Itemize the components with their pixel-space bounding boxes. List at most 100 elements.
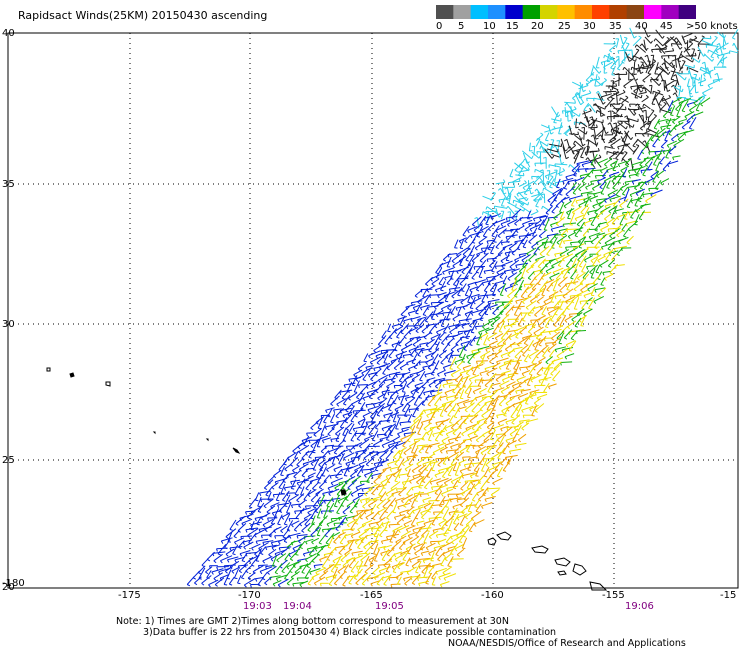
wind-barb xyxy=(292,548,296,552)
wind-vector xyxy=(643,27,649,38)
wind-barb xyxy=(504,252,507,256)
wind-vector xyxy=(518,263,528,272)
wind-barb xyxy=(542,355,546,358)
wind-barb xyxy=(651,109,655,112)
wind-vector xyxy=(592,274,601,284)
wind-vector xyxy=(369,356,381,363)
wind-barb xyxy=(393,367,397,371)
wind-vector xyxy=(643,103,651,110)
wind-barb xyxy=(505,421,508,425)
wind-barb xyxy=(284,505,288,507)
wind-vector xyxy=(262,518,274,526)
wind-vector xyxy=(517,433,527,441)
wind-vector xyxy=(401,381,408,392)
wind-vector xyxy=(505,418,516,423)
wind-vector xyxy=(648,110,655,118)
wind-vector xyxy=(270,553,281,560)
wind-barb xyxy=(530,320,532,324)
wind-barb xyxy=(416,445,419,449)
wind-vector xyxy=(587,209,598,213)
wind-vector xyxy=(264,522,276,531)
wind-barb xyxy=(518,308,522,310)
wind-vector xyxy=(459,515,466,525)
wind-vector xyxy=(338,546,346,554)
wind-barb xyxy=(322,457,326,460)
wind-vector xyxy=(430,389,443,393)
wind-barb xyxy=(600,284,604,286)
wind-vector xyxy=(596,209,606,218)
wind-barb xyxy=(419,307,423,311)
wind-vector xyxy=(479,310,487,320)
wind-vector xyxy=(576,330,587,332)
wind-vector xyxy=(482,229,489,237)
wind-barb xyxy=(347,487,351,491)
wind-barb xyxy=(445,433,449,437)
wind-vector xyxy=(576,289,589,296)
wind-vector xyxy=(370,452,380,458)
wind-vector xyxy=(280,546,291,555)
wind-vector xyxy=(592,65,600,74)
wind-barb xyxy=(395,391,399,395)
wind-vector xyxy=(454,445,462,453)
wind-vector xyxy=(447,352,453,362)
wind-barb xyxy=(581,181,585,184)
wind-barb xyxy=(626,206,631,209)
wind-vector xyxy=(374,533,380,543)
wind-vector xyxy=(572,148,584,152)
wind-barb xyxy=(326,523,330,527)
wind-barb xyxy=(656,134,660,138)
wind-barb xyxy=(365,463,369,467)
wind-barb xyxy=(307,512,311,515)
wind-vector xyxy=(324,424,336,428)
wind-vector xyxy=(431,570,438,579)
wind-barb xyxy=(480,356,483,360)
wind-barb xyxy=(645,164,649,167)
wind-barb xyxy=(358,384,360,389)
wind-barb xyxy=(584,169,587,173)
wind-vector xyxy=(559,315,567,326)
wind-vector xyxy=(278,480,285,488)
wind-barb xyxy=(218,571,221,575)
wind-barb xyxy=(480,229,484,233)
wind-barb xyxy=(417,354,421,357)
wind-barb xyxy=(460,343,463,347)
wind-vector xyxy=(530,211,539,216)
wind-barb xyxy=(721,53,725,56)
wind-vector xyxy=(444,515,455,525)
wind-barb xyxy=(223,565,226,569)
wind-vector xyxy=(571,81,583,88)
wind-barb xyxy=(364,552,369,555)
wind-barb xyxy=(465,294,469,297)
wind-barb xyxy=(409,480,412,484)
wind-vector xyxy=(424,293,431,304)
wind-barb xyxy=(508,248,512,251)
wind-barb xyxy=(298,451,302,455)
wind-barb xyxy=(418,470,422,474)
wind-vector xyxy=(411,425,416,434)
wind-barb xyxy=(555,259,559,262)
wind-vector xyxy=(296,534,308,537)
wind-barb xyxy=(455,494,459,498)
wind-barb xyxy=(494,354,499,358)
wind-barb xyxy=(576,224,580,227)
wind-vector xyxy=(609,195,621,200)
wind-barb xyxy=(304,505,307,510)
wind-vector xyxy=(530,374,542,381)
wind-barb xyxy=(386,420,390,423)
wind-vector xyxy=(518,182,527,187)
wind-barb xyxy=(537,283,541,286)
wind-barb xyxy=(329,475,332,479)
wind-vector xyxy=(333,574,343,584)
wind-vector xyxy=(483,244,489,254)
wind-vector xyxy=(553,298,562,309)
wind-barb xyxy=(630,137,634,140)
wind-vector xyxy=(360,418,366,428)
wind-vector xyxy=(411,560,421,567)
wind-barb xyxy=(301,530,305,533)
wind-barb xyxy=(282,536,286,539)
wind-barb xyxy=(556,242,560,245)
wind-barb xyxy=(456,349,460,353)
wind-barb xyxy=(503,414,507,417)
wind-barb xyxy=(545,139,549,142)
wind-barb xyxy=(473,486,477,490)
